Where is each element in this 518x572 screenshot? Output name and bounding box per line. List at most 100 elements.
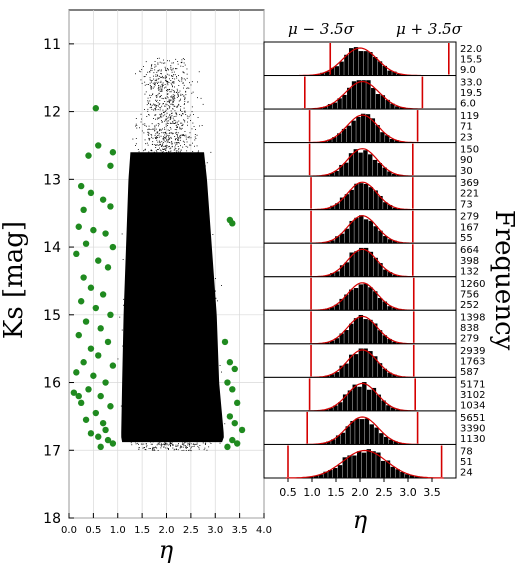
star-point [149,320,151,322]
star-point [186,238,188,240]
star-point [181,429,182,431]
star-point [187,233,188,235]
star-point [173,428,175,430]
star-point [181,232,183,234]
star-point [149,402,151,403]
star-point [184,266,186,268]
star-point [158,303,160,305]
star-point [177,258,179,260]
star-point [164,439,166,441]
star-point [157,343,158,345]
star-point [173,406,174,408]
star-point [173,222,175,224]
star-point [201,263,203,264]
star-point [170,65,172,67]
star-point [166,384,168,386]
star-point [174,238,175,239]
star-point [188,309,190,311]
star-point [183,270,185,272]
star-point [188,197,190,199]
star-point [167,179,169,181]
star-point [165,225,166,227]
star-point [134,415,136,417]
star-point [191,310,192,312]
star-point [175,161,177,163]
star-point [184,189,185,191]
star-point [192,322,194,324]
star-point [125,292,127,294]
star-point [151,307,153,308]
star-point [148,422,150,424]
star-point [168,133,170,134]
star-point [176,449,177,450]
star-point [141,299,143,301]
star-point [170,174,172,176]
star-point [170,302,172,304]
star-point [202,420,204,422]
star-point [139,287,140,289]
star-point [208,246,210,247]
star-point [150,334,152,336]
star-point [186,190,187,192]
star-point [201,338,202,340]
star-point [155,80,157,81]
star-point [179,417,181,418]
star-point [158,224,159,226]
star-point [148,283,150,285]
star-point [177,191,178,193]
star-point [131,242,133,244]
star-point [167,259,169,261]
star-point [129,293,131,295]
star-point [184,261,186,263]
star-point [150,207,152,209]
star-point [158,346,160,347]
star-point [213,337,215,339]
star-point [188,298,190,300]
star-point [168,213,170,215]
star-point [190,203,191,205]
star-point [148,180,150,182]
star-point [171,132,173,134]
star-point [182,213,184,215]
star-point [181,192,183,194]
star-point [160,80,162,82]
star-point [202,194,204,195]
star-point [184,202,186,204]
star-point [163,417,165,419]
star-point [156,232,158,234]
star-point [168,237,170,239]
star-point [188,296,189,298]
star-point [187,386,189,388]
star-point [186,77,188,79]
star-point [140,79,142,81]
star-point [170,382,172,384]
star-point [168,74,170,76]
star-point [179,381,180,383]
star-point [171,159,173,160]
star-point [168,332,170,334]
star-point [193,353,194,354]
star-point [175,232,176,234]
star-point [203,286,205,288]
star-point [153,235,154,236]
star-point [152,261,153,263]
star-point [185,418,187,420]
star-point [205,239,207,240]
star-point [171,62,173,64]
star-point [141,181,143,183]
star-point [191,326,193,328]
star-point [173,311,175,313]
star-point [172,101,174,103]
star-point [161,445,163,447]
star-point [132,266,134,268]
star-point [157,270,159,272]
star-point [193,264,195,266]
star-point [193,152,195,154]
star-point [158,266,159,268]
star-point [159,212,161,214]
star-point [174,86,175,88]
star-point [165,383,167,384]
star-point [160,347,162,349]
star-point [158,249,160,251]
star-point [196,440,198,442]
